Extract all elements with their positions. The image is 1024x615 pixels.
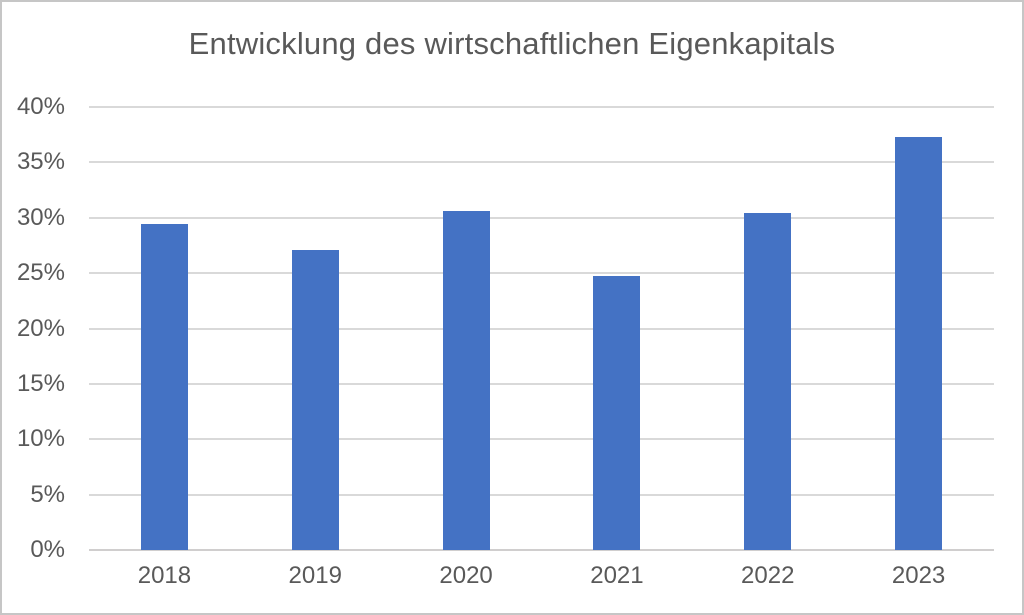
y-tick-label-5pct: 5% (30, 480, 65, 508)
chart-title: Entwicklung des wirtschaftlichen Eigenka… (188, 26, 836, 61)
x-tick-label-2023: 2023 (891, 562, 946, 589)
bar-2021 (593, 276, 641, 550)
x-tick-label-2021: 2021 (590, 562, 644, 589)
bar-2023 (895, 136, 943, 550)
bar-2019 (291, 249, 339, 550)
x-tick-label-2022: 2022 (741, 562, 795, 589)
y-tick-label-15pct: 15% (16, 369, 65, 397)
bar-2022 (744, 213, 792, 550)
gridline-25 (89, 272, 994, 275)
x-tick-label-2020: 2020 (439, 562, 493, 589)
gridline-30 (89, 216, 994, 219)
y-tick-label-40pct: 40% (16, 93, 65, 120)
x-tick-label-2018: 2018 (137, 562, 192, 589)
bar-2020 (442, 211, 490, 550)
y-tick-label-10pct: 10% (16, 425, 65, 453)
gridline-35 (89, 161, 994, 164)
gridline-10 (89, 438, 994, 441)
y-tick-label-35pct: 35% (16, 148, 65, 176)
x-tick-label-2019: 2019 (288, 562, 342, 589)
gridline-20 (89, 327, 994, 330)
gridline-40 (89, 106, 994, 108)
bar-2018 (140, 224, 188, 550)
y-tick-label-20pct: 20% (16, 314, 65, 342)
y-tick-label-0pct: 0% (30, 536, 65, 563)
gridline-5 (89, 493, 994, 496)
y-tick-label-30pct: 30% (16, 203, 65, 231)
plot-area: 0% 5% 10% 15% 20% 25% 30% 35% 40% 2018 2019 2020 202… (17, 95, 994, 588)
x-axis-line (89, 549, 994, 551)
gridline-15 (89, 382, 994, 385)
y-tick-label-25pct: 25% (16, 259, 65, 287)
